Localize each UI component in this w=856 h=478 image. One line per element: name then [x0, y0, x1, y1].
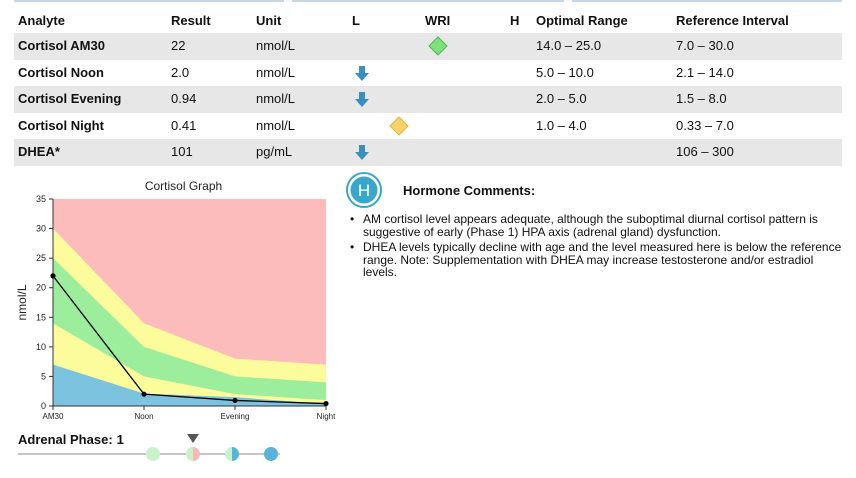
x-tick-label: Evening	[221, 412, 250, 421]
y-tick-label: 10	[36, 342, 46, 352]
result-cell: 2.0	[171, 64, 190, 80]
adrenal-phase-scale	[18, 434, 280, 461]
analyte-cell: DHEA*	[18, 144, 60, 159]
phase-2-dot-right	[232, 447, 239, 461]
x-tick-label: Night	[317, 412, 336, 421]
hormone-badge-icon: H	[346, 172, 382, 208]
hormone-comments-list: AM cortisol level appears adequate, alth…	[346, 213, 846, 282]
cortisol-data-point	[50, 273, 56, 279]
optimal-range-cell: 5.0 – 10.0	[536, 64, 594, 80]
unit-cell: nmol/L	[256, 91, 296, 106]
analyte-cell: Cortisol Evening	[18, 91, 122, 106]
y-tick-label: 0	[41, 401, 46, 411]
x-tick-label: Noon	[134, 412, 153, 421]
optimal-diamond-icon	[428, 36, 448, 56]
optimal-range-cell: 1.0 – 4.0	[536, 117, 587, 133]
header-reference-interval: Reference Interval	[676, 13, 789, 28]
table-row: DHEA* 101 pg/mL 106 – 300	[14, 139, 842, 166]
table-row: Cortisol AM30 22 nmol/L 14.0 – 25.0 7.0 – 30…	[14, 33, 842, 60]
table-row: Cortisol Noon 2.0 nmol/L 5.0 – 10.0 2.1 – 14…	[14, 60, 842, 87]
cortisol-data-point	[232, 397, 238, 404]
header-wri: WRI	[425, 13, 451, 28]
y-tick-label: 15	[36, 312, 46, 322]
analyte-cell: Cortisol Night	[18, 117, 104, 133]
cortisol-chart: 0 5 10 15 20 25 30 35 AM30 Noon Evening Night Cortis…	[15, 179, 336, 421]
low-arrow-icon	[355, 145, 369, 160]
reference-interval-cell: 106 – 300	[676, 144, 734, 159]
comment-item: AM cortisol level appears adequate, alth…	[346, 213, 846, 238]
y-tick-label: 5	[41, 371, 46, 381]
result-cell: 0.41	[171, 117, 197, 133]
cortisol-data-point	[323, 400, 329, 407]
y-tick-label: 20	[36, 283, 46, 293]
header-unit: Unit	[256, 13, 282, 28]
y-tick-label: 30	[36, 224, 46, 234]
reference-interval-cell: 7.0 – 30.0	[676, 38, 734, 53]
cortisol-series-line	[52, 275, 327, 405]
optimal-range-cell: 14.0 – 25.0	[536, 38, 602, 53]
table-row: Cortisol Evening 0.94 nmol/L 2.0 – 5.0 1.5 –…	[14, 86, 842, 113]
result-cell: 101	[171, 144, 193, 159]
results-table: Analyte Result Unit L WRI H Optimal Rang…	[14, 8, 842, 166]
header-analyte: Analyte	[18, 13, 65, 28]
phase-0-dot	[146, 447, 160, 461]
phase-3-dot	[264, 447, 278, 461]
header-optimal-range: Optimal Range	[536, 13, 628, 28]
chart-title: Cortisol Graph	[145, 179, 222, 193]
header-result: Result	[171, 13, 211, 28]
borderline-diamond-icon	[389, 115, 409, 136]
header-low: L	[352, 13, 360, 28]
cortisol-data-point	[141, 391, 147, 397]
top-divider-left	[14, 0, 284, 2]
table-row: Cortisol Night 0.41 nmol/L 1.0 – 4.0 0.33 – …	[14, 113, 842, 140]
x-tick-label: AM30	[43, 412, 64, 421]
hormone-comments-title: Hormone Comments:	[403, 183, 536, 198]
y-axis-label: nmol/L	[15, 284, 29, 320]
comment-item: DHEA levels typically decline with age a…	[346, 241, 846, 279]
adrenal-phase-value: 1	[116, 432, 124, 447]
y-tick-label: 35	[36, 194, 46, 204]
phase-1-dot-left	[186, 447, 193, 461]
reference-interval-cell: 1.5 – 8.0	[676, 91, 727, 106]
analyte-cell: Cortisol Noon	[18, 64, 104, 80]
analyte-cell: Cortisol AM30	[18, 38, 105, 53]
phase-1-dot-right	[193, 447, 200, 461]
hormone-badge-letter: H	[358, 181, 370, 200]
unit-cell: nmol/L	[256, 117, 296, 133]
result-cell: 22	[171, 38, 186, 53]
phase-2-dot-left	[225, 447, 232, 461]
unit-cell: pg/mL	[256, 144, 293, 159]
low-reference-area	[53, 323, 326, 406]
top-divider-right	[572, 0, 842, 2]
unit-cell: nmol/L	[256, 64, 296, 80]
unit-cell: nmol/L	[256, 38, 296, 53]
result-cell: 0.94	[171, 91, 197, 106]
phase-pointer-icon	[187, 434, 199, 443]
header-high: H	[510, 13, 520, 28]
reference-interval-cell: 0.33 – 7.0	[676, 117, 734, 133]
low-arrow-icon	[355, 92, 369, 107]
y-tick-label: 25	[36, 253, 46, 263]
optimal-range-cell: 2.0 – 5.0	[536, 91, 587, 106]
adrenal-phase-label: Adrenal Phase: 1	[18, 432, 124, 447]
top-divider-middle	[292, 0, 564, 2]
reference-interval-cell: 2.1 – 14.0	[676, 64, 734, 80]
adrenal-phase-title: Adrenal Phase:	[18, 432, 113, 447]
low-arrow-icon	[355, 65, 369, 81]
table-header: Analyte Result Unit L WRI H Optimal Rang…	[14, 8, 842, 33]
low-zone-area	[53, 364, 326, 406]
